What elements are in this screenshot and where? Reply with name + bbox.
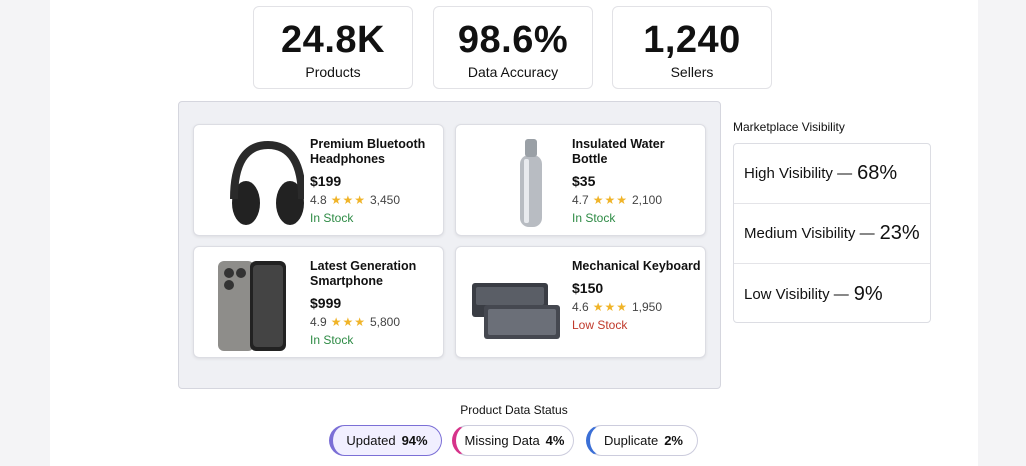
stars: ★★★ [330,193,366,207]
stat-card: 98.6% Data Accuracy [433,6,593,89]
stars: ★★★ [592,300,628,314]
rating: 4.6 [572,300,589,314]
visibility-label: High Visibility — [744,165,853,182]
visibility-value: 9% [853,282,883,305]
review-count: 1,950 [631,300,662,314]
review-count: 2,100 [631,193,662,207]
visibility-value: 23% [879,222,920,244]
status-title: Product Data Status [460,403,568,417]
stock-status: In Stock [310,211,354,225]
review-count: 3,450 [369,193,400,207]
product-name: Insulated Water Bottle [572,137,665,166]
rating: 4.7 [572,193,589,207]
visibility-value: 68% [857,162,898,184]
stat-value: 1,240 [643,19,741,61]
product-price: $999 [310,295,342,311]
product-panel: Premium Bluetooth Headphones $199 4.8 ★★★ 3,… [178,101,721,389]
stars: ★★★ [592,193,628,207]
rating-row: 4.8 ★★★ 3,450 [310,193,440,207]
status-label: Missing Data [464,433,540,448]
product-info: Insulated Water Bottle $35 4.7 ★★★ 2,100 In S… [572,137,702,225]
product-info: Mechanical Keyboard $150 4.6 ★★★ 1,950 Low St… [572,259,702,332]
status-label: Duplicate [604,433,659,448]
stat-value: 24.8K [281,19,385,61]
visibility-title: Marketplace Visibility [733,120,845,134]
product-card: Mechanical Keyboard $150 4.6 ★★★ 1,950 Low St… [455,246,706,358]
stat-label: Products [305,64,361,80]
review-count: 5,800 [369,315,400,329]
product-image [218,261,286,351]
product-name: Latest Generation Smartphone [310,259,417,288]
product-price: $199 [310,173,342,189]
stock-status: In Stock [310,333,354,347]
stat-label: Data Accuracy [467,64,559,80]
status-pill: Duplicate 2% [586,425,698,456]
status-pill: Missing Data 4% [452,425,574,456]
stock-status: Low Stock [572,318,628,332]
product-price: $150 [572,280,604,296]
product-card: Premium Bluetooth Headphones $199 4.8 ★★★ 3,… [193,124,444,236]
rating-row: 4.7 ★★★ 2,100 [572,193,702,207]
product-card: Insulated Water Bottle $35 4.7 ★★★ 2,100 In S… [455,124,706,236]
status-value: 94% [401,433,428,448]
product-info: Premium Bluetooth Headphones $199 4.8 ★★★ 3,… [310,137,440,225]
product-price: $35 [572,173,596,189]
visibility-row: Medium Visibility —23% [734,204,930,264]
product-card: Latest Generation Smartphone $999 4.9 ★★★ 5,… [193,246,444,358]
visibility-row: Low Visibility —9% [734,264,930,324]
stock-status: In Stock [572,211,616,225]
product-info: Latest Generation Smartphone $999 4.9 ★★★ 5,… [310,259,440,347]
product-image [520,139,542,227]
visibility-label: Low Visibility — [744,285,849,303]
status-value: 2% [664,433,683,448]
stat-value: 98.6% [457,19,569,61]
rating: 4.8 [310,193,327,207]
rating-row: 4.6 ★★★ 1,950 [572,300,702,314]
product-name: Premium Bluetooth Headphones [310,137,426,166]
stars: ★★★ [330,315,366,329]
status-pill: Updated 94% [329,425,442,456]
visibility-label: Medium Visibility — [744,225,875,242]
visibility-row: High Visibility —68% [734,144,930,204]
stat-card: 24.8K Products [253,6,413,89]
stat-label: Sellers [670,64,714,80]
product-image [472,283,560,339]
stat-card: 1,240 Sellers [612,6,772,89]
product-name: Mechanical Keyboard [572,259,701,273]
visibility-box: High Visibility —68% Medium Visibility —2… [733,143,931,323]
status-label: Updated [346,433,396,448]
rating-row: 4.9 ★★★ 5,800 [310,315,440,329]
product-image [230,140,304,225]
status-value: 4% [545,433,565,448]
rating: 4.9 [310,315,327,329]
